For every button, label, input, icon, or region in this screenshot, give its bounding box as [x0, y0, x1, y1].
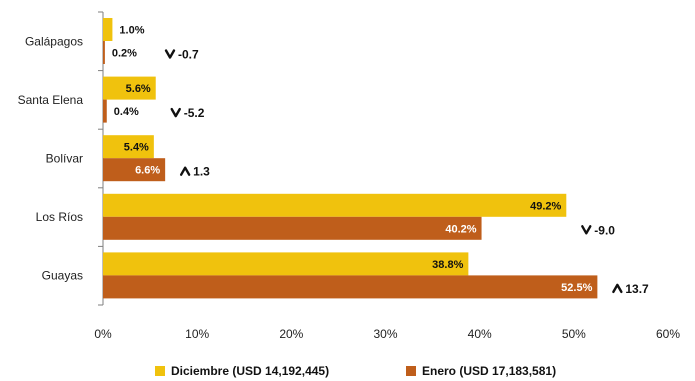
- legend-item-enero: Enero (USD 17,183,581): [406, 364, 556, 378]
- arrow-down-icon: [164, 49, 176, 59]
- x-tick-label: 40%: [468, 327, 492, 341]
- chart-labels: Galápagos 1.0% 0.2% -0.7 Santa Elena 5.6% 0.4%…: [18, 25, 649, 296]
- arrow-down-icon: [581, 225, 592, 235]
- change-label: 13.7: [625, 282, 649, 296]
- bar-chart: 0% 10% 20% 30% 40% 50% 60% Galápagos 1.0% 0.2% -0…: [18, 11, 680, 341]
- value-label-enero: 52.5%: [561, 282, 592, 294]
- value-label-diciembre: 5.6%: [126, 83, 151, 95]
- x-tick-label: 10%: [185, 327, 209, 341]
- change-label: 1.3: [193, 165, 210, 179]
- bar-diciembre: [103, 135, 154, 159]
- x-tick-label: 60%: [656, 327, 680, 341]
- arrow-up-icon: [179, 166, 191, 176]
- legend-swatch-diciembre: [155, 366, 165, 376]
- chart-legend: Diciembre (USD 14,192,445) Enero (USD 17…: [0, 364, 695, 380]
- x-tick-label: 50%: [562, 327, 586, 341]
- arrow-up-icon: [612, 283, 623, 294]
- category-label: Los Ríos: [36, 210, 83, 224]
- x-tick-label: 0%: [94, 327, 112, 341]
- legend-swatch-enero: [406, 366, 416, 376]
- category-label: Santa Elena: [18, 93, 84, 107]
- chart-axes: 0% 10% 20% 30% 40% 50% 60%: [94, 11, 680, 341]
- x-tick-label: 30%: [373, 327, 397, 341]
- change-label: -0.7: [178, 48, 199, 62]
- value-label-enero: 0.2%: [112, 48, 137, 60]
- change-label: -9.0: [594, 223, 615, 237]
- legend-label-enero: Enero (USD 17,183,581): [422, 364, 557, 378]
- bar-enero: [103, 99, 107, 123]
- value-label-enero: 6.6%: [135, 165, 160, 177]
- chart-bars: [103, 18, 598, 299]
- legend-item-diciembre: Diciembre (USD 14,192,445): [155, 364, 329, 378]
- value-label-diciembre: 5.4%: [124, 142, 149, 154]
- category-label: Galápagos: [25, 34, 83, 48]
- bar-enero: [103, 216, 482, 240]
- value-label-enero: 40.2%: [445, 223, 476, 235]
- category-label: Guayas: [42, 269, 83, 283]
- value-label-diciembre: 1.0%: [119, 25, 144, 37]
- change-label: -5.2: [184, 106, 205, 120]
- value-label-diciembre: 49.2%: [530, 200, 561, 212]
- x-tick-label: 20%: [279, 327, 303, 341]
- category-label: Bolívar: [46, 152, 83, 166]
- bar-enero: [103, 275, 598, 299]
- bar-diciembre: [103, 76, 156, 100]
- arrow-down-icon: [170, 107, 181, 118]
- bar-enero: [103, 41, 105, 64]
- value-label-enero: 0.4%: [114, 106, 139, 118]
- bar-diciembre: [103, 252, 469, 276]
- bar-diciembre: [103, 193, 567, 217]
- bar-diciembre: [103, 18, 113, 41]
- value-label-diciembre: 38.8%: [432, 259, 463, 271]
- bar-enero: [103, 158, 166, 182]
- legend-label-diciembre: Diciembre (USD 14,192,445): [171, 364, 330, 378]
